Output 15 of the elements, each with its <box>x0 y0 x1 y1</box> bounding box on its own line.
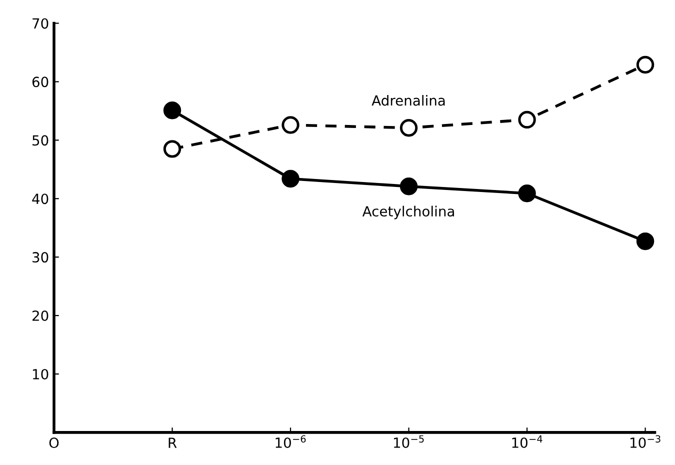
x-tick-label: 10$^{−5}$ <box>394 435 424 448</box>
x-tick-label: 10$^{−3}$ <box>630 435 660 448</box>
y-tick-label: 10 <box>32 368 48 380</box>
y-tick-label: 60 <box>32 76 48 88</box>
series-label: Adrenalina <box>372 95 445 106</box>
x-tick-label: O <box>49 438 59 448</box>
x-tick-label: 10$^{−6}$ <box>276 435 306 448</box>
y-tick-label: 50 <box>32 135 48 146</box>
y-tick-label: 20 <box>32 310 48 322</box>
y-tick-label: 70 <box>32 18 48 29</box>
y-tick-label: 30 <box>32 252 48 263</box>
x-tick-label: R <box>168 438 177 448</box>
x-tick-label: 10$^{−4}$ <box>512 435 542 448</box>
y-tick-label: 40 <box>32 194 48 204</box>
series-label: Acetylcholina <box>362 206 454 220</box>
